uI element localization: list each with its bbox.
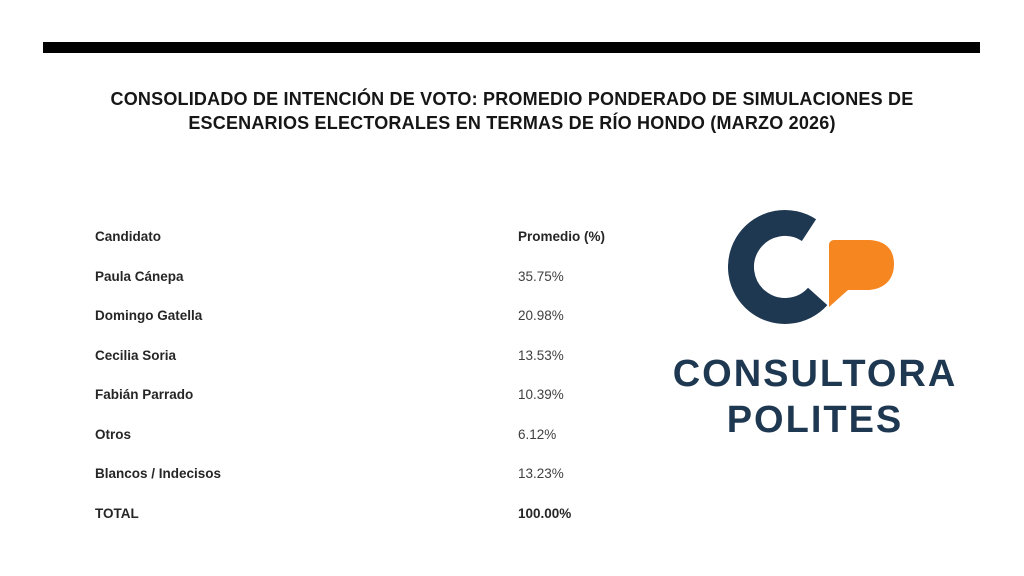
average-value: 13.23%: [518, 466, 564, 482]
table-row: Fabián Parrado 10.39%: [95, 375, 635, 415]
average-value: 35.75%: [518, 268, 564, 284]
letter-c-ring-icon: [728, 210, 828, 324]
brand-wordmark: CONSULTORA POLITES: [630, 351, 1000, 443]
table-row: Blancos / Indecisos 13.23%: [95, 454, 635, 494]
results-table: Candidato Promedio (%) Paula Cánepa 35.7…: [95, 217, 635, 533]
column-header-promedio: Promedio (%): [518, 229, 606, 245]
slide-title: CONSOLIDADO DE INTENCIÓN DE VOTO: PROMED…: [0, 88, 1024, 135]
brand-name-line2: POLITES: [726, 399, 904, 441]
candidate-name: Paula Cánepa: [95, 268, 184, 284]
brand-logo-mark: [728, 210, 894, 324]
speech-bubble-icon: [829, 240, 894, 307]
table-header-row: Candidato Promedio (%): [95, 217, 635, 257]
candidate-name: Otros: [95, 426, 132, 442]
candidate-name: TOTAL: [95, 505, 139, 521]
table-row: Domingo Gatella 20.98%: [95, 296, 635, 336]
average-value: 13.53%: [518, 347, 564, 363]
candidate-name: Cecilia Soria: [95, 347, 177, 363]
average-value: 100.00%: [518, 505, 572, 521]
table-row: Paula Cánepa 35.75%: [95, 257, 635, 297]
title-line-1: CONSOLIDADO DE INTENCIÓN DE VOTO: PROMED…: [110, 89, 914, 109]
title-line-2: ESCENARIOS ELECTORALES EN TERMAS DE RÍO …: [188, 112, 836, 133]
average-value: 6.12%: [518, 426, 557, 442]
column-header-candidato: Candidato: [95, 229, 161, 245]
table-row-total: TOTAL 100.00%: [95, 494, 635, 534]
brand-name-line1: CONSULTORA: [672, 353, 958, 395]
table-row: Cecilia Soria 13.53%: [95, 336, 635, 376]
top-accent-bar: [43, 42, 980, 53]
candidate-name: Fabián Parrado: [95, 387, 194, 403]
average-value: 10.39%: [518, 387, 564, 403]
candidate-name: Blancos / Indecisos: [95, 466, 222, 482]
table-row: Otros 6.12%: [95, 415, 635, 455]
candidate-name: Domingo Gatella: [95, 308, 203, 324]
average-value: 20.98%: [518, 308, 564, 324]
